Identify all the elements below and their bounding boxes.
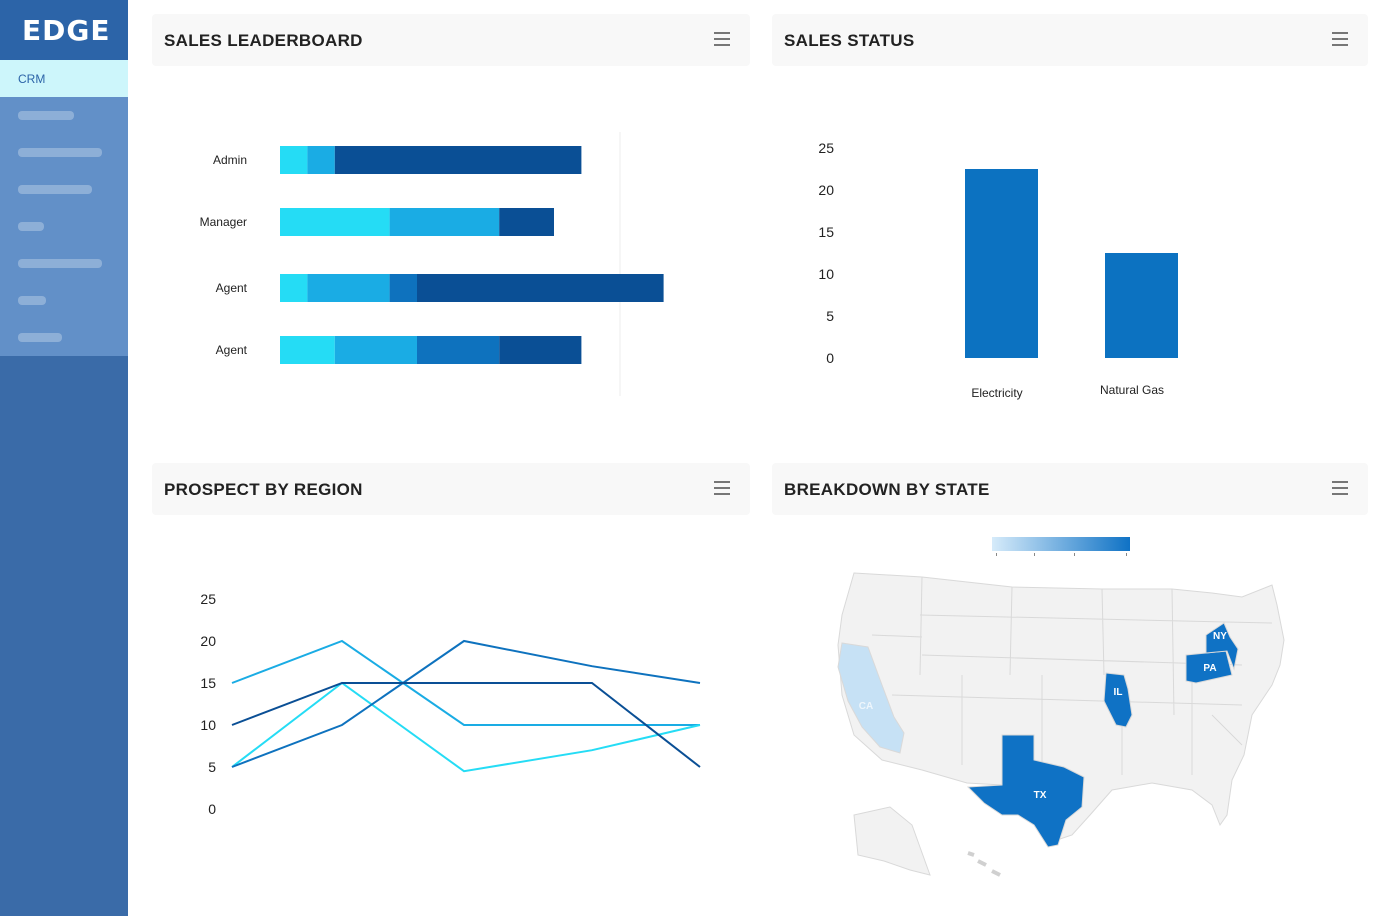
panel-header: BREAKDOWN BY STATE <box>772 463 1368 515</box>
status-y-tick: 20 <box>818 182 834 198</box>
leaderboard-bar-segment <box>417 274 664 302</box>
panel-title: PROSPECT BY REGION <box>164 480 363 499</box>
state-tx <box>966 734 1085 848</box>
region-y-tick: 0 <box>208 801 216 817</box>
us-map <box>837 572 1285 877</box>
leaderboard-bar-segment <box>280 208 390 236</box>
region-series-line <box>231 639 701 768</box>
sidebar-item-label-blurred <box>18 148 102 157</box>
status-y-tick: 15 <box>818 224 834 240</box>
leaderboard-bar-segment <box>280 336 335 364</box>
sidebar-item-label: CRM <box>18 71 46 86</box>
panel-header: PROSPECT BY REGION <box>152 463 750 515</box>
region-chart: 0 5 10 15 20 25 <box>200 591 701 817</box>
panel-title: SALES LEADERBOARD <box>164 31 363 50</box>
region-y-tick: 5 <box>208 759 216 775</box>
map-legend-gradient <box>992 537 1130 551</box>
state-ny <box>1205 622 1239 671</box>
status-y-tick: 25 <box>818 140 834 156</box>
leaderboard-bar-segment <box>334 336 417 364</box>
hamburger-menu-icon[interactable] <box>714 32 730 46</box>
state-ak <box>853 806 931 876</box>
region-series-line <box>231 681 701 773</box>
state-label: PA <box>1203 663 1216 674</box>
sidebar-item-label-blurred <box>18 111 74 120</box>
panel-title: SALES STATUS <box>784 31 915 50</box>
panel-header: SALES STATUS <box>772 14 1368 66</box>
sidebar-item-4[interactable] <box>0 208 128 245</box>
nav-list: CRM <box>0 60 128 356</box>
hamburger-menu-icon[interactable] <box>714 481 730 495</box>
panel-header: SALES LEADERBOARD <box>152 14 750 66</box>
status-x-label: Electricity <box>971 386 1022 400</box>
leaderboard-bar-segment <box>307 146 335 174</box>
leaderboard-category-label: Manager <box>200 215 247 229</box>
status-bar <box>965 169 1038 358</box>
panel-title: BREAKDOWN BY STATE <box>784 480 990 499</box>
region-y-tick: 25 <box>200 591 216 607</box>
sidebar-item-5[interactable] <box>0 245 128 282</box>
state-label: NY <box>1213 631 1227 642</box>
leaderboard-category-label: Admin <box>213 153 247 167</box>
status-y-tick: 5 <box>826 308 834 324</box>
sidebar-item-1[interactable] <box>0 97 128 134</box>
leaderboard-chart: Admin Manager Agent Agent <box>200 132 664 396</box>
leaderboard-bar-segment <box>280 274 308 302</box>
status-chart: 0 5 10 15 20 25 Electricity Natural Gas <box>818 140 1178 400</box>
state-il <box>1103 672 1133 728</box>
hamburger-menu-icon[interactable] <box>1332 32 1348 46</box>
sidebar-item-label-blurred <box>18 185 92 194</box>
sidebar-item-label-blurred <box>18 333 62 342</box>
state-hi <box>967 851 1001 877</box>
sidebar-item-6[interactable] <box>0 282 128 319</box>
state-label: CA <box>859 701 873 712</box>
map-legend-ticks <box>996 553 1127 556</box>
logo: EDGE <box>0 0 128 60</box>
panel-sales-status: SALES STATUS 0 5 10 15 20 25 Electricity Natura… <box>772 14 1368 442</box>
leaderboard-bar-segment <box>334 146 582 174</box>
leaderboard-bar-segment <box>417 336 500 364</box>
region-y-tick: 15 <box>200 675 216 691</box>
panel-sales-leaderboard: SALES LEADERBOARD Admin Manager Agent Agent <box>152 14 750 442</box>
state-ca <box>837 642 905 754</box>
panel-breakdown-by-state: BREAKDOWN BY STATE <box>772 463 1368 903</box>
leaderboard-bar-segment <box>499 208 554 236</box>
region-y-tick: 10 <box>200 717 216 733</box>
sidebar-item-label-blurred <box>18 259 102 268</box>
status-x-label: Natural Gas <box>1100 383 1164 397</box>
hamburger-menu-icon[interactable] <box>1332 481 1348 495</box>
region-series-line <box>231 639 700 726</box>
sidebar: EDGE CRM <box>0 0 128 916</box>
us-map-chart: CA TX IL PA NY <box>837 537 1285 877</box>
region-series-line <box>231 682 701 768</box>
status-y-tick: 10 <box>818 266 834 282</box>
sidebar-item-2[interactable] <box>0 134 128 171</box>
sidebar-item-3[interactable] <box>0 171 128 208</box>
status-y-tick: 0 <box>826 350 834 366</box>
state-label: TX <box>1034 790 1047 801</box>
sidebar-item-label-blurred <box>18 296 46 305</box>
leaderboard-category-label: Agent <box>216 343 248 357</box>
panel-prospect-by-region: PROSPECT BY REGION 0 5 10 15 20 25 <box>152 463 750 903</box>
sidebar-item-7[interactable] <box>0 319 128 356</box>
state-label: IL <box>1114 687 1123 698</box>
leaderboard-bar-segment <box>307 274 390 302</box>
leaderboard-bar-segment <box>389 208 500 236</box>
leaderboard-bar-segment <box>389 274 417 302</box>
status-bar <box>1105 253 1178 358</box>
region-y-tick: 20 <box>200 633 216 649</box>
sidebar-item-label-blurred <box>18 222 44 231</box>
leaderboard-bar-segment <box>499 336 582 364</box>
sidebar-item-0[interactable]: CRM <box>0 60 128 97</box>
leaderboard-category-label: Agent <box>216 281 248 295</box>
leaderboard-bar-segment <box>280 146 308 174</box>
